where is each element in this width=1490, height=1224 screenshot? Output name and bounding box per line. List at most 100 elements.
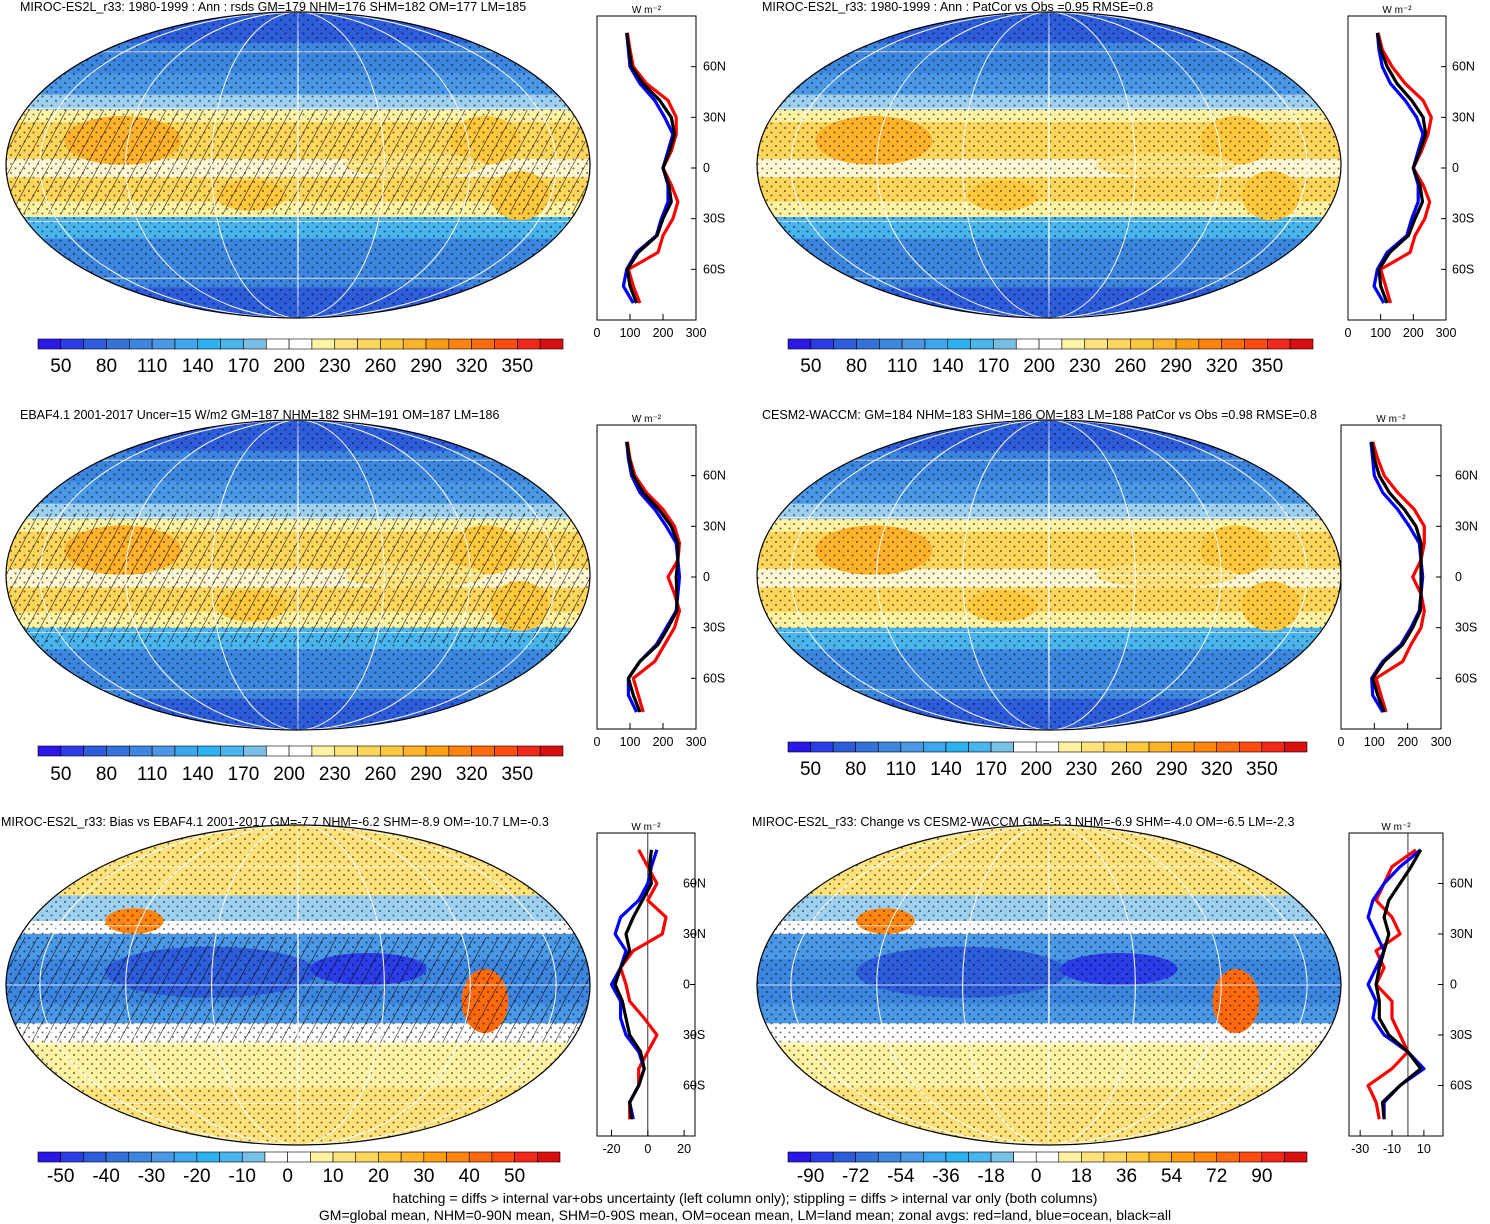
panel-title: MIROC-ES2L_r33: Bias vs EBAF4.1 2001-201… (1, 815, 549, 829)
colorbar-label: 170 (975, 759, 1007, 780)
meridian (125, 12, 471, 318)
colorbar-box (832, 1151, 856, 1163)
colorbar-box (1267, 338, 1291, 350)
map (757, 420, 1341, 730)
colorbar-box (60, 338, 84, 350)
lat-label: 30S (1455, 621, 1477, 635)
zonal-unit: W m⁻² (632, 414, 662, 425)
colorbar-box (1038, 338, 1063, 350)
colorbar-box (334, 338, 358, 350)
zonal-frame (1347, 15, 1447, 321)
colorbar-box (173, 1151, 198, 1163)
zonal-lines (1369, 441, 1426, 713)
colorbar-box (1103, 741, 1127, 753)
colorbar-box (402, 338, 427, 350)
colorbar-box (265, 338, 290, 350)
lat-label: 0 (1452, 161, 1459, 175)
colorbar-box (1244, 338, 1268, 350)
lat-label: 30N (683, 927, 706, 941)
colorbar-label: 170 (978, 356, 1010, 377)
x-tick-label: 10 (1417, 1142, 1431, 1156)
colorbar-label: 140 (930, 759, 962, 780)
meridian (211, 825, 385, 1145)
zonal-unit: W m⁻² (1376, 414, 1406, 425)
zonal-unit: W m⁻² (631, 822, 661, 833)
panel-title: MIROC-ES2L_r33: 1980-1999 : Ann : PatCor… (762, 0, 1153, 14)
x-tick-label: -20 (602, 1142, 620, 1156)
colorbar-label: 260 (1111, 759, 1143, 780)
colorbar-label: 260 (365, 356, 397, 377)
colorbar-label: -36 (932, 1166, 959, 1187)
meridian (1048, 825, 1050, 1145)
map-outline (5, 824, 591, 1146)
lat-label: 30S (703, 212, 725, 226)
colorbar-label: 18 (1071, 1166, 1092, 1187)
zonal-line-land (625, 441, 682, 713)
lat-label: 60N (683, 877, 706, 891)
lat-label: 30N (1450, 927, 1473, 941)
colorbar-box (468, 1151, 493, 1163)
panel-obs: EBAF4.1 2001-2017 Uncer=15 W/m2 GM=187 N… (5, 408, 726, 785)
colorbar-box (287, 1151, 311, 1163)
colorbar-label: 350 (1246, 759, 1278, 780)
zonal-lines (1372, 32, 1433, 304)
colorbar-label: 320 (1206, 356, 1238, 377)
colorbar-box (37, 1151, 61, 1163)
panel-title: CESM2-WACCM: GM=184 NHM=183 SHM=186 OM=1… (762, 408, 1317, 422)
x-tick-label: 100 (1370, 326, 1391, 340)
colorbar-label: 20 (368, 1166, 389, 1187)
colorbar-label: 290 (410, 764, 442, 785)
lat-label: 60N (1455, 469, 1478, 483)
colorbar-label: 10 (322, 1166, 343, 1187)
colorbar-box (1216, 1151, 1240, 1163)
colorbar-box (968, 1151, 992, 1163)
colorbar-label: 260 (365, 764, 397, 785)
colorbar-box (311, 745, 336, 757)
colorbar-box (517, 745, 541, 757)
colorbar-box (471, 745, 495, 757)
colorbar-label: 110 (887, 356, 917, 377)
meridian (211, 12, 385, 318)
lat-label: 60N (703, 60, 726, 74)
colorbar-label: 50 (800, 356, 821, 377)
colorbar-box (1013, 1151, 1037, 1163)
colorbar-label: 54 (1161, 1166, 1183, 1187)
colorbar-box (900, 1151, 924, 1163)
colorbar-box (539, 338, 564, 350)
colorbar-label: -72 (842, 1166, 869, 1187)
colorbar-box (334, 745, 358, 757)
meridian (297, 825, 299, 1145)
colorbar-box (832, 741, 856, 753)
meridian (962, 825, 1136, 1145)
colorbar-label: 320 (456, 356, 488, 377)
meridian (297, 12, 299, 318)
zonal-line-all (625, 32, 677, 304)
colorbar-label: 200 (273, 764, 305, 785)
colorbar-box (380, 745, 404, 757)
x-tick-label: 100 (620, 735, 641, 749)
panel-title: EBAF4.1 2001-2017 Uncer=15 W/m2 GM=187 N… (20, 408, 499, 422)
lat-label: 60S (703, 262, 725, 276)
colorbar-box (423, 1151, 447, 1163)
lat-label: 30N (703, 519, 726, 533)
zonal-line-land (618, 849, 668, 1120)
colorbar-label: 72 (1206, 1166, 1227, 1187)
colorbar-label: 170 (228, 764, 260, 785)
colorbar-box (1126, 1151, 1150, 1163)
x-tick-label: 200 (653, 326, 674, 340)
colorbar-label: 40 (459, 1166, 480, 1187)
colorbar-label: 230 (319, 764, 351, 785)
lat-label: 60N (703, 469, 726, 483)
meridian (211, 420, 385, 730)
colorbar-label: -90 (797, 1166, 824, 1187)
zonal-line-all (1374, 849, 1423, 1120)
panel-change: MIROC-ES2L_r33: Change vs CESM2-WACCM GM… (752, 815, 1473, 1187)
map (6, 12, 590, 318)
zonal-unit: W m⁻² (1381, 822, 1411, 833)
colorbar-label: 290 (1156, 759, 1188, 780)
colorbar-box (446, 1151, 470, 1163)
x-tick-label: 100 (1364, 735, 1385, 749)
meridian (39, 420, 557, 730)
map-outline (756, 11, 1342, 319)
colorbar-box (901, 338, 926, 350)
